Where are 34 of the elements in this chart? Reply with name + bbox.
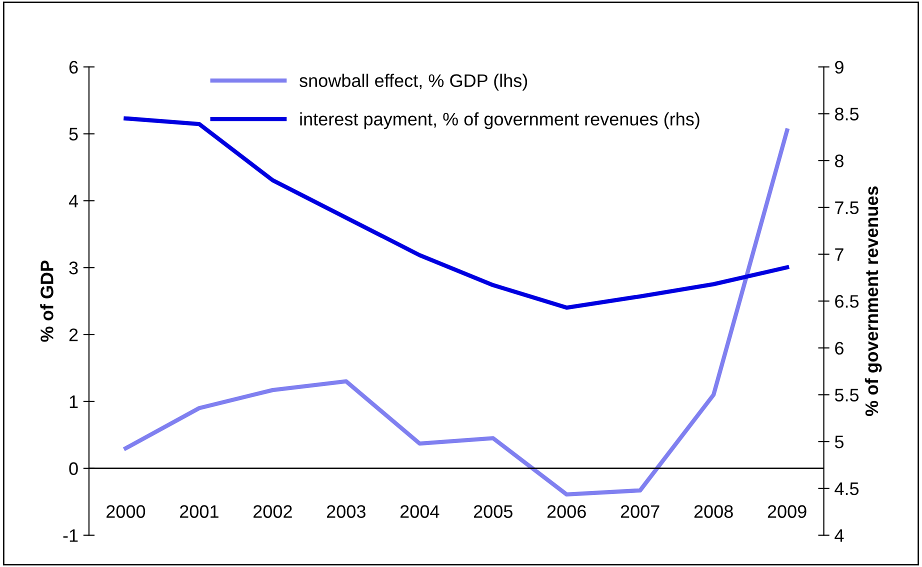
line-series [124, 128, 790, 497]
x-tick-label: 2006 [547, 505, 586, 518]
y-tick-label: 3 [69, 262, 78, 274]
x-tick-label: 2005 [474, 505, 512, 518]
y-tick-label: 1 [70, 396, 78, 408]
y-tick-label: 4 [68, 194, 78, 208]
y2-tick-label: 7 [835, 248, 844, 261]
x-tick-label: 2004 [400, 505, 440, 518]
x-tick-label: 2001 [180, 505, 218, 518]
y2-tick-label: 8.5 [835, 108, 859, 120]
y2-tick-label: 4 [834, 529, 844, 542]
y2-tick-label: 6.5 [835, 295, 859, 308]
legend-label: interest payment, % of government revenues (rhs) [300, 112, 700, 130]
y-tick-label: 5 [69, 128, 78, 141]
y-tick-label: 2 [69, 328, 78, 342]
y-tick-label: 0 [69, 462, 78, 476]
x-tick-label: 2002 [254, 505, 292, 518]
y2-tick-label: 4.5 [834, 482, 859, 496]
legend-label: snowball effect, % GDP (lhs) [300, 74, 528, 91]
x-tick-label: 2008 [694, 505, 733, 518]
y2-tick-label: 5.5 [834, 388, 859, 402]
y2-tick-label: 6 [835, 342, 844, 355]
y-axis-title: % of GDP [40, 260, 54, 342]
y2-tick-label: 9 [835, 60, 844, 74]
y-tick-label: 6 [69, 60, 78, 74]
x-tick-label: 2009 [768, 505, 806, 518]
y-tick-label: -1 [63, 529, 78, 542]
x-tick-label: 2000 [106, 505, 146, 518]
y2-axis-title: % of government revenues [864, 186, 882, 416]
x-tick-label: 2003 [326, 505, 366, 518]
y2-tick-label: 7.5 [835, 202, 859, 214]
y2-tick-label: 8 [835, 154, 844, 168]
x-tick-label: 2007 [620, 505, 660, 518]
y2-tick-label: 5 [834, 436, 844, 448]
